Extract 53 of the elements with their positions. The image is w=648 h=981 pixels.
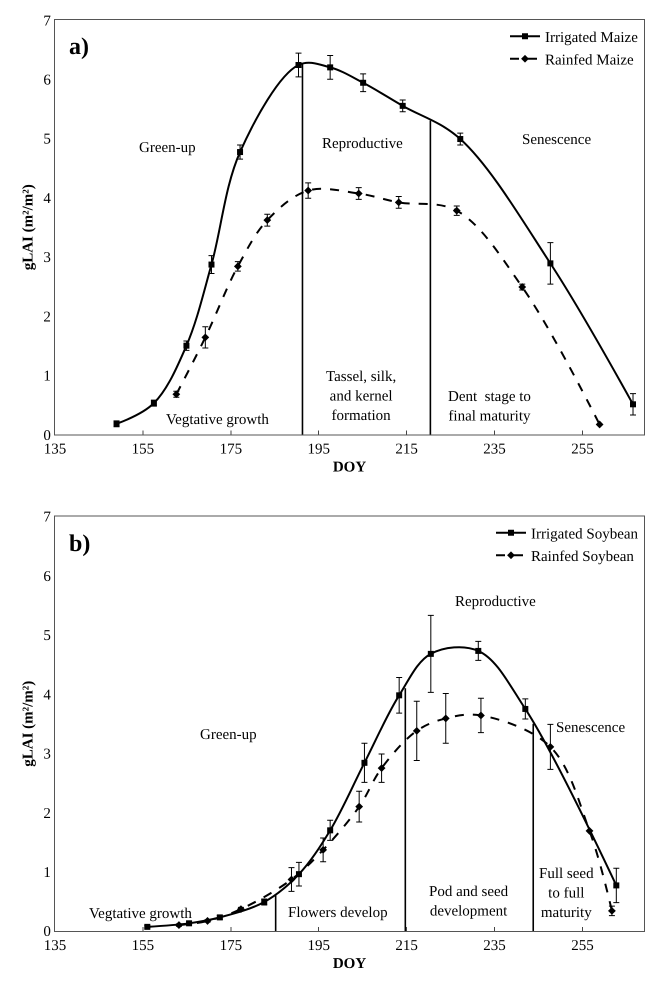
x-tick-label: 235 [483,938,506,954]
y-tick-label: 2 [43,806,51,822]
y-tick-label: 3 [43,746,51,763]
annotation: Flowers develop [288,905,388,921]
y-tick-label: 5 [43,628,51,644]
x-tick-label: 175 [220,938,242,954]
annotation: b) [69,531,90,557]
x-tick-label: 255 [571,938,594,954]
x-tick-label: 255 [571,442,594,458]
x-axis-title: DOY [332,460,366,476]
y-tick-label: 6 [43,568,52,585]
legend-label: Rainfed Maize [545,52,634,69]
y-axis-title: gLAI (m²/m²) [20,680,37,767]
annotation: Vegtative growth [166,412,270,428]
y-tick-label: 6 [43,72,52,88]
x-tick-label: 135 [44,442,66,458]
annotation: Green-up [200,727,257,743]
x-tick-label: 155 [132,442,154,458]
annotation: Pod and seed development [429,884,509,920]
annotation: Reproductive [322,136,404,152]
x-tick-label: 215 [395,442,418,458]
annotation: Tassel, silk, and kernel formation [326,369,396,424]
x-tick-label: 175 [220,442,242,458]
y-tick-label: 4 [43,190,52,207]
y-tick-label: 3 [43,250,51,266]
annotation: Senescence [556,720,626,736]
y-tick-label: 7 [43,13,52,30]
annotation: Dent stage to final maturity [448,389,531,424]
x-axis-title: DOY [332,956,366,972]
x-tick-label: 155 [132,938,154,954]
annotation: a) [69,34,89,60]
y-tick-label: 0 [43,428,51,444]
annotation: Vegtative growth [89,906,192,922]
legend-label: Rainfed Soybean [531,549,634,566]
x-tick-label: 195 [307,938,330,954]
legend-label: Irrigated Maize [545,30,638,46]
x-tick-label: 195 [307,442,330,458]
x-tick-label: 135 [44,938,66,954]
y-tick-label: 1 [43,865,51,882]
x-tick-label: 235 [483,442,506,458]
x-tick-label: 215 [395,938,418,954]
annotation: Full seed to full maturity [539,866,594,921]
y-tick-label: 0 [43,924,51,940]
legend-label: Irrigated Soybean [531,526,639,543]
y-tick-label: 7 [43,510,52,526]
y-tick-label: 5 [43,132,51,148]
annotation: Senescence [522,132,592,148]
annotation: Reproductive [455,594,536,610]
y-tick-label: 1 [43,368,51,385]
y-tick-label: 2 [43,309,51,326]
y-tick-label: 4 [43,687,52,704]
y-axis-title: gLAI (m²/m²) [20,184,37,270]
annotation: Green-up [139,140,196,156]
